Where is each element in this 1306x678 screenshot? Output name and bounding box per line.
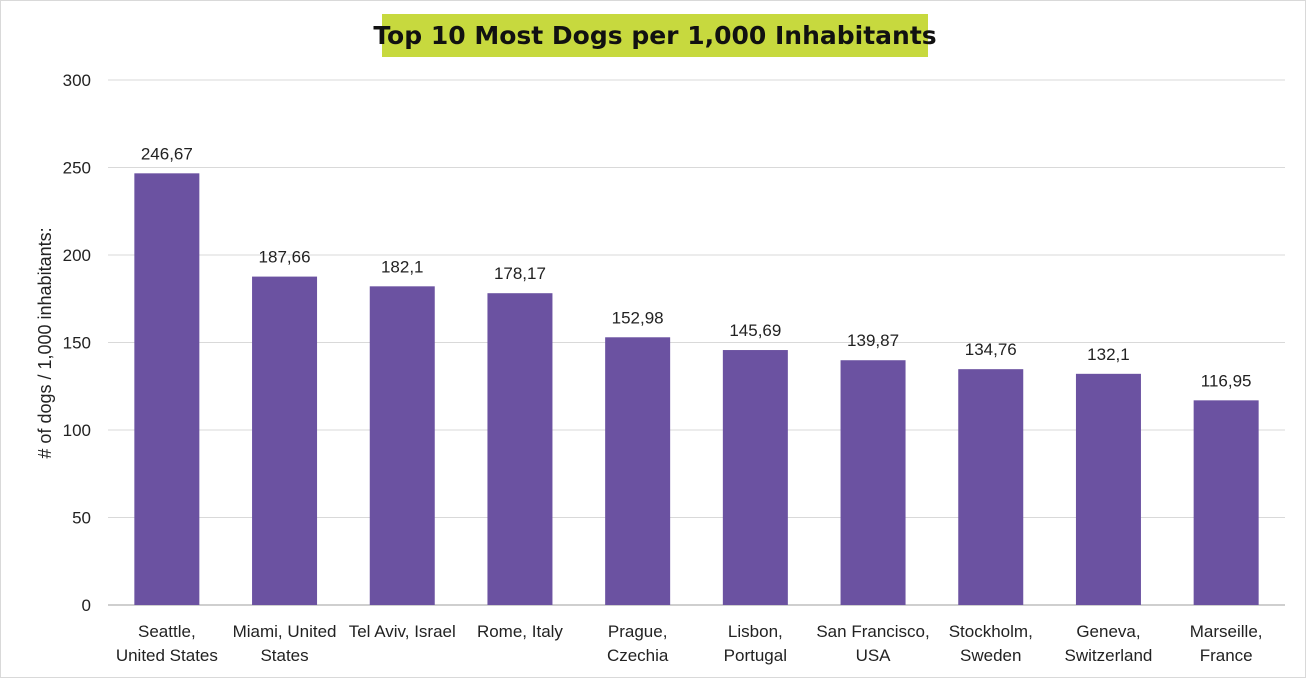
bar (722, 350, 788, 605)
y-axis-ticks: 0 50 100 150 200 250 300 (63, 71, 91, 615)
bar (252, 276, 318, 605)
data-label: 178,17 (494, 264, 546, 283)
data-label: 139,87 (847, 331, 899, 350)
x-category-label: Miami, United States (233, 622, 337, 665)
bar (369, 286, 435, 605)
x-category-label: Rome, Italy (477, 622, 563, 641)
bar (840, 360, 906, 605)
data-label: 134,76 (965, 340, 1017, 359)
bars (134, 173, 1259, 605)
data-label: 246,67 (141, 144, 193, 163)
bar (958, 369, 1024, 605)
data-label: 182,1 (381, 257, 424, 276)
y-tick-label: 300 (63, 71, 91, 90)
x-category-label: Seattle, United States (116, 622, 218, 665)
y-tick-label: 200 (63, 246, 91, 265)
y-tick-label: 50 (72, 509, 91, 528)
data-label: 132,1 (1087, 345, 1130, 364)
bar (134, 173, 200, 605)
bar (487, 293, 553, 605)
data-labels: 246,67 187,66 182,1 178,17 152,98 145,69 139,8… (141, 144, 1252, 390)
data-label: 187,66 (259, 248, 311, 267)
y-tick-label: 150 (63, 334, 91, 353)
x-category-label: Prague, Czechia (607, 622, 669, 665)
x-axis-categories: Seattle, United States Miami, United States… (116, 622, 1263, 665)
y-tick-label: 250 (63, 159, 91, 178)
chart-title: Top 10 Most Dogs per 1,000 Inhabitants (373, 21, 936, 50)
bar (605, 337, 671, 605)
y-axis-label: # of dogs / 1,000 inhabitants: (35, 227, 55, 458)
x-category-label: San Francisco, USA (816, 622, 929, 665)
data-label: 145,69 (729, 321, 781, 340)
bar (1075, 373, 1141, 605)
x-category-label: Tel Aviv, Israel (349, 622, 456, 641)
x-category-label: Lisbon, Portugal (724, 622, 787, 665)
y-tick-label: 0 (82, 596, 91, 615)
x-category-label: Geneva, Switzerland (1065, 622, 1153, 665)
y-tick-label: 100 (63, 421, 91, 440)
bar (1193, 400, 1259, 605)
chart-title-background (382, 14, 928, 57)
x-category-label: Stockholm, Sweden (949, 622, 1033, 665)
x-category-label: Marseille, France (1190, 622, 1263, 665)
data-label: 116,95 (1201, 371, 1252, 390)
data-label: 152,98 (612, 308, 664, 327)
